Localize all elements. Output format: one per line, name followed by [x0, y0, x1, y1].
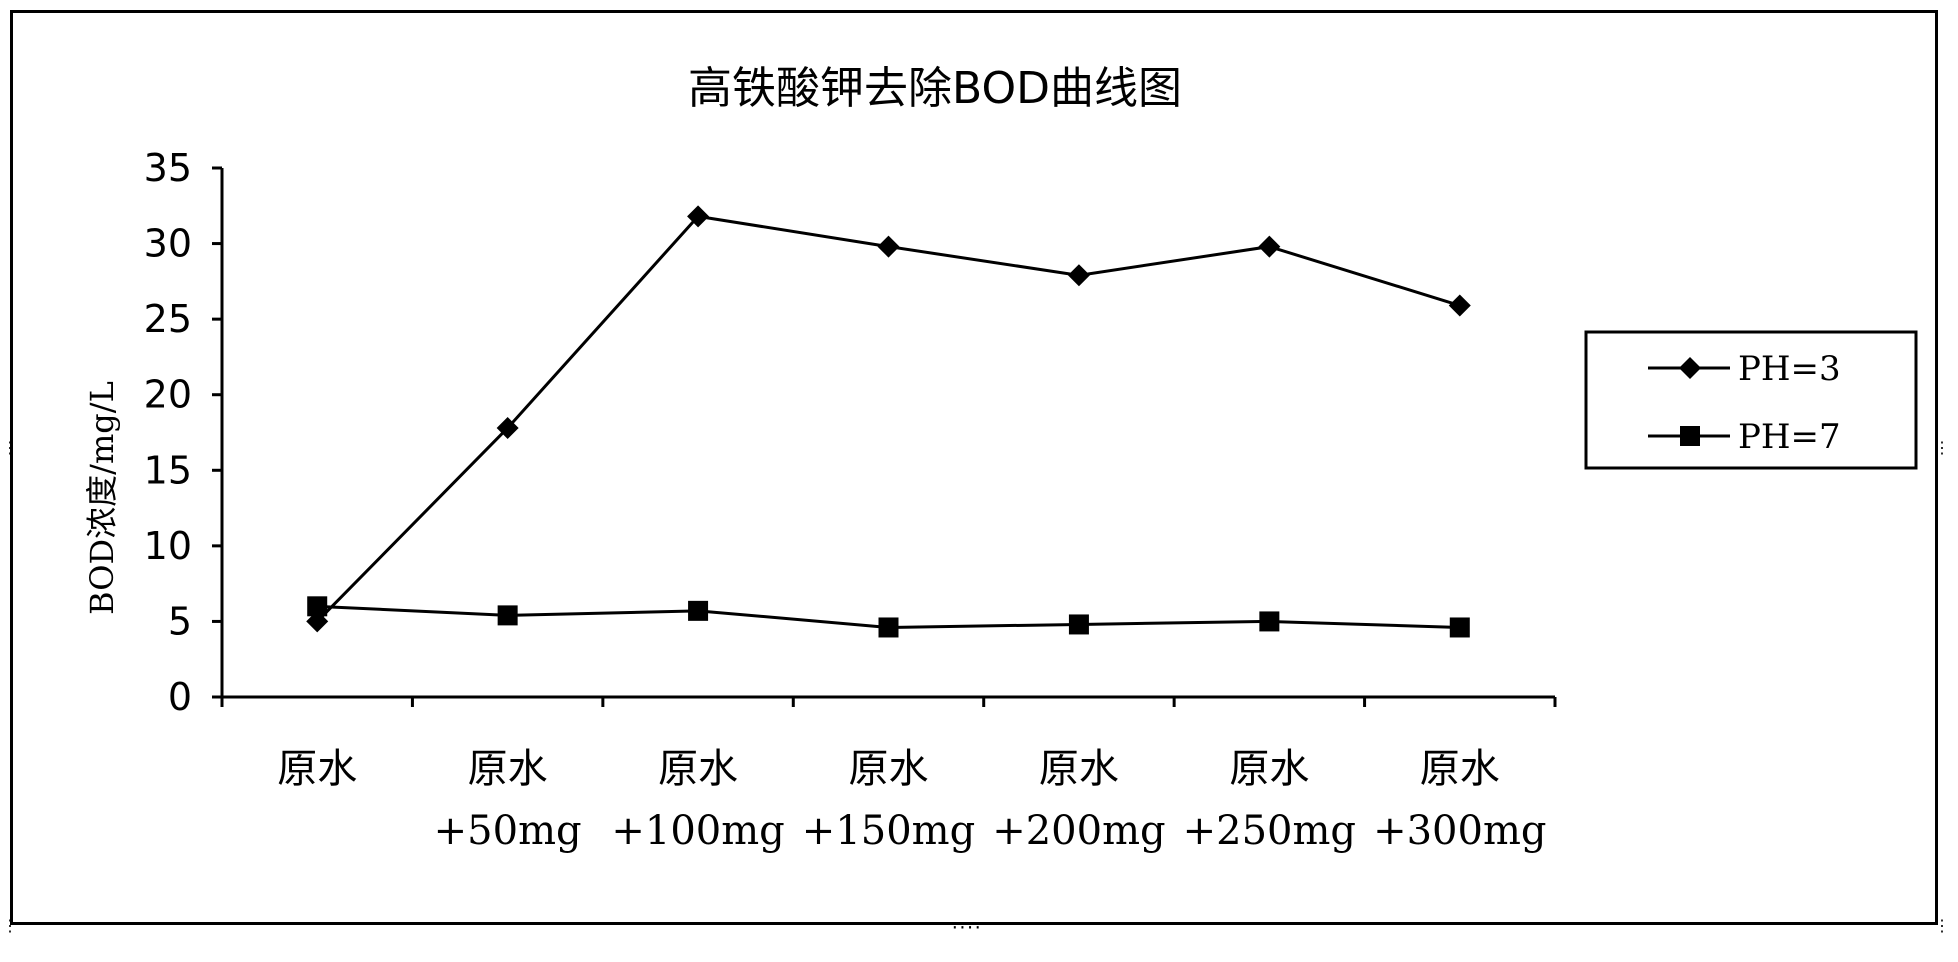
y-tick-label: 0 — [168, 675, 192, 719]
y-tick-label: 35 — [144, 146, 192, 190]
data-point-diamond — [1679, 357, 1701, 379]
resize-handle-bottom[interactable]: ···· — [950, 918, 983, 937]
x-tick-label: +300mg — [1373, 808, 1546, 854]
data-point-diamond — [1258, 235, 1281, 258]
x-tick-label: 原水 — [277, 746, 357, 792]
resize-handle-left[interactable]: ⋮ — [2, 438, 18, 457]
resize-handle-bottom-right[interactable]: ⋮ — [1934, 916, 1950, 935]
x-tick-label: 原水 — [1229, 746, 1309, 792]
y-tick-label: 25 — [144, 297, 192, 341]
x-tick-label: 原水 — [1420, 746, 1500, 792]
data-point-square — [878, 617, 899, 638]
x-tick-label: +150mg — [802, 808, 975, 854]
data-point-square — [1449, 617, 1470, 638]
y-tick-label: 5 — [168, 599, 192, 643]
y-tick-label: 20 — [144, 373, 192, 417]
series-1 — [306, 205, 1471, 633]
data-point-diamond — [877, 235, 900, 258]
x-tick-label: 原水 — [468, 746, 548, 792]
x-tick-label: 原水 — [849, 746, 929, 792]
legend: PH=3 PH=7 — [1584, 330, 1918, 470]
x-tick-label: 原水 — [658, 746, 738, 792]
series-2 — [307, 596, 1470, 638]
series-group — [306, 205, 1471, 638]
y-tick-label: 15 — [144, 448, 192, 492]
data-point-square — [1259, 611, 1280, 632]
data-point-diamond — [1067, 264, 1090, 287]
legend-label: PH=7 — [1738, 417, 1841, 457]
series-line — [316, 214, 1461, 623]
data-point-diamond — [1448, 294, 1471, 317]
y-tick-label: 10 — [144, 524, 192, 568]
y-tick-label: 30 — [144, 222, 192, 266]
x-tick-label: 原水 — [1039, 746, 1119, 792]
y-axis-title: BOD浓度/mg/L — [83, 381, 121, 615]
data-point-square — [1680, 426, 1700, 446]
x-tick-label: +200mg — [992, 808, 1165, 854]
legend-label: PH=3 — [1738, 349, 1841, 389]
chart-title: 高铁酸钾去除BOD曲线图 — [688, 63, 1182, 114]
data-point-square — [497, 605, 518, 626]
data-point-diamond — [496, 416, 519, 439]
resize-handle-bottom-left[interactable]: ⋮ — [2, 916, 18, 935]
data-point-square — [1068, 614, 1089, 635]
x-tick-label: +250mg — [1183, 808, 1356, 854]
x-tick-label: +50mg — [434, 808, 582, 854]
data-point-square — [307, 596, 328, 617]
axes: 0 5 10 15 20 25 30 35 原水 原水 +50mg 原水 +100mg 原水 +150mg 原… — [144, 146, 1557, 854]
x-tick-label: +100mg — [611, 808, 784, 854]
data-point-diamond — [687, 205, 710, 228]
legend-box — [1584, 330, 1918, 470]
data-point-square — [688, 600, 709, 621]
resize-handle-right[interactable]: ⋮ — [1934, 438, 1950, 457]
